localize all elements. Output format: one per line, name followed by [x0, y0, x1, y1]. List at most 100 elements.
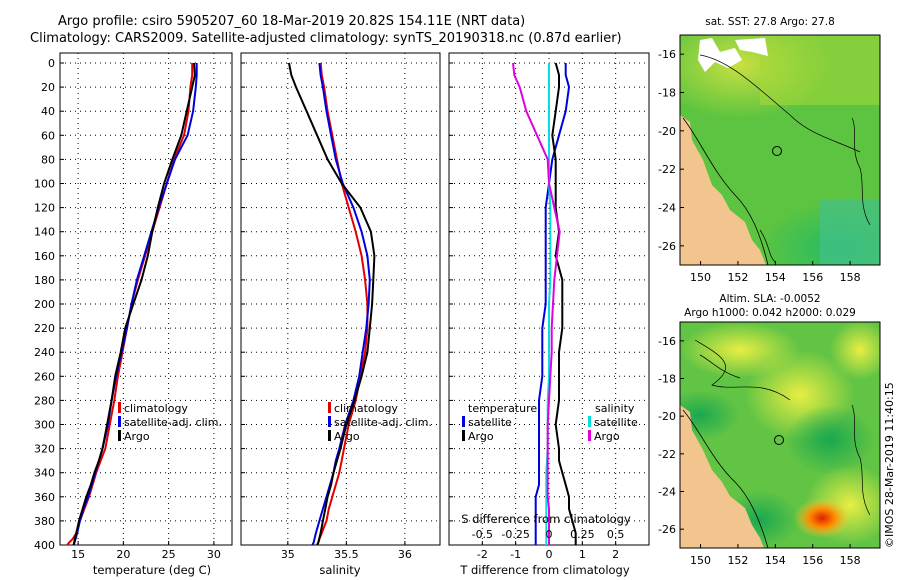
- legend-label-s-argo: Argo: [594, 430, 620, 443]
- series-line-salinity-satellite: [545, 63, 552, 545]
- depth-tick-label: 100: [34, 178, 55, 191]
- s-tick-label: 0: [546, 528, 553, 541]
- legend-label-t-argo: Argo: [468, 430, 494, 443]
- map-y-tick-label: -24: [658, 486, 676, 499]
- depth-tick-label: 80: [41, 153, 55, 166]
- legend-swatch-argo: [118, 430, 121, 441]
- map-x-tick-label: 150: [690, 554, 711, 567]
- legend-title-temperature: temperature: [468, 402, 537, 415]
- map-y-tick-label: -18: [658, 373, 676, 386]
- legend-label-s-satellite: satellite: [594, 416, 638, 429]
- sla-map-title-line-2: Argo h1000: 0.042 h2000: 0.029: [684, 307, 856, 319]
- series-line-salinity-argo: [512, 62, 561, 545]
- legend-label-satellite: satellite-adj. clim.: [334, 416, 432, 429]
- x-tick-label: 30: [207, 548, 221, 561]
- difference-legend: temperature salinity satellite Argo sate…: [462, 402, 638, 443]
- depth-tick-label: 300: [34, 419, 55, 432]
- depth-axis: 0 20 40 60 80 100 120 140 160 180 200 220 240 260 280 3…: [34, 57, 55, 552]
- map-x-tick-label: 154: [765, 554, 786, 567]
- depth-tick-label: 240: [34, 346, 55, 359]
- map-y-tick-label: -20: [658, 125, 676, 138]
- depth-tick-label: 120: [34, 202, 55, 215]
- map-x-tick-label: 154: [765, 271, 786, 284]
- map-y-tick-label: -22: [658, 448, 676, 461]
- depth-tick-label: 0: [48, 57, 55, 70]
- salinity-x-ticks: 35 35.5 36: [281, 548, 412, 561]
- salinity-x-label: salinity: [319, 563, 360, 577]
- legend-swatch-satellite: [118, 416, 121, 427]
- legend-swatch-satellite: [328, 416, 331, 427]
- legend-swatch-climatology: [118, 402, 121, 413]
- sst-map: [679, 34, 881, 266]
- legend-label-argo: Argo: [124, 430, 150, 443]
- legend-swatch-t-satellite: [462, 416, 465, 427]
- legend-label-climatology: climatology: [334, 402, 398, 415]
- temperature-legend: climatology satellite-adj. clim. Argo: [118, 402, 222, 443]
- x-tick-label: -1: [510, 548, 521, 561]
- legend-label-argo: Argo: [334, 430, 360, 443]
- depth-tick-label: 280: [34, 394, 55, 407]
- legend-title-salinity: salinity: [595, 402, 635, 415]
- map-x-tick-label: 158: [840, 554, 861, 567]
- map-x-tick-label: 156: [802, 271, 823, 284]
- legend-swatch-t-argo: [462, 430, 465, 441]
- legend-label-t-satellite: satellite: [468, 416, 512, 429]
- legend-swatch-climatology: [328, 402, 331, 413]
- depth-tick-label: 160: [34, 250, 55, 263]
- map-y-tick-label: -22: [658, 163, 676, 176]
- sla-map: [679, 321, 881, 549]
- x-tick-label: 2: [612, 548, 619, 561]
- map-x-tick-label: 152: [727, 554, 748, 567]
- map-x-tick-label: 158: [840, 271, 861, 284]
- difference-s-label: S difference from climatology: [461, 512, 631, 526]
- depth-tick-label: 360: [34, 491, 55, 504]
- map-y-tick-label: -16: [658, 48, 676, 61]
- sla-map-title-line-1: Altim. SLA: -0.0052: [719, 293, 820, 305]
- panel-frame: [240, 52, 441, 546]
- series-line-temperature-argo: [551, 62, 577, 545]
- series-line-argo: [288, 62, 376, 546]
- depth-tick-label: 380: [34, 515, 55, 528]
- legend-label-climatology: climatology: [124, 402, 188, 415]
- series-line-argo: [72, 62, 196, 546]
- x-tick-label: 35: [281, 548, 295, 561]
- difference-s-ticks: -0.5 -0.25 0 0.25 0.5: [472, 528, 625, 541]
- sst-y-ticks: -16 -18 -20 -22 -24 -26: [658, 48, 684, 253]
- difference-x-label: T difference from climatology: [459, 563, 630, 577]
- x-tick-label: 15: [71, 548, 85, 561]
- salinity-panel: [240, 52, 441, 546]
- depth-tick-label: 180: [34, 274, 55, 287]
- map-y-tick-label: -26: [658, 240, 676, 253]
- sst-map-title: sat. SST: 27.8 Argo: 27.8: [705, 16, 835, 28]
- x-tick-label: 0: [546, 548, 553, 561]
- depth-tick-label: 320: [34, 443, 55, 456]
- s-tick-label: 0.25: [570, 528, 595, 541]
- map-x-tick-label: 156: [802, 554, 823, 567]
- title-line-2: Climatology: CARS2009. Satellite-adjuste…: [30, 31, 622, 46]
- depth-tick-label: 40: [41, 105, 55, 118]
- depth-tick-label: 60: [41, 129, 55, 142]
- map-y-tick-label: -20: [658, 410, 676, 423]
- legend-swatch-s-argo: [588, 430, 591, 441]
- x-tick-label: 36: [398, 548, 412, 561]
- temperature-x-ticks: 15 20 25 30: [71, 548, 221, 561]
- depth-tick-label: 20: [41, 81, 55, 94]
- depth-tick-label: 400: [34, 539, 55, 552]
- map-y-tick-label: -16: [658, 335, 676, 348]
- depth-tick-label: 340: [34, 467, 55, 480]
- series-line-climatology: [316, 62, 369, 546]
- title-line-1: Argo profile: csiro 5905207_60 18-Mar-20…: [58, 14, 525, 29]
- temperature-panel: [59, 52, 233, 546]
- map-x-tick-label: 150: [690, 271, 711, 284]
- temperature-x-label: temperature (deg C): [93, 563, 211, 577]
- x-tick-label: -2: [477, 548, 488, 561]
- map-y-tick-label: -24: [658, 202, 676, 215]
- series-line-satellite-adj-clim-: [311, 62, 371, 546]
- map-y-tick-label: -18: [658, 87, 676, 100]
- x-tick-label: 1: [579, 548, 586, 561]
- legend-swatch-argo: [328, 430, 331, 441]
- map-x-tick-label: 152: [727, 271, 748, 284]
- legend-swatch-s-satellite: [588, 416, 591, 427]
- depth-tick-label: 260: [34, 370, 55, 383]
